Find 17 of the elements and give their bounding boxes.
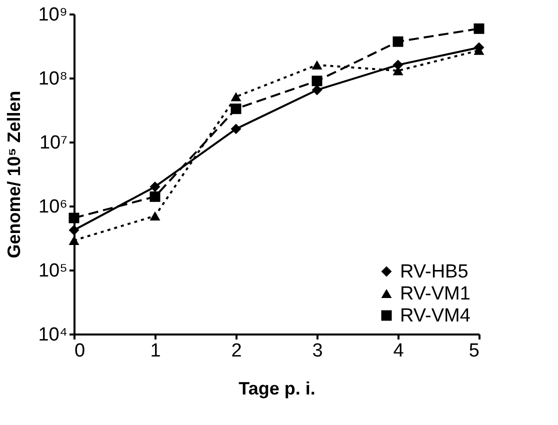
x-tick-label: 0: [74, 340, 86, 362]
legend-label: RV-VM4: [400, 306, 471, 326]
legend-label: RV-VM1: [400, 284, 470, 304]
y-tick-label: 10⁴: [38, 324, 68, 346]
x-tick-label: 2: [231, 340, 242, 362]
x-tick-label: 5: [468, 340, 480, 362]
legend-label: RV-HB5: [400, 262, 468, 282]
y-tick-label: 10⁵: [38, 260, 68, 282]
x-tick-label: 3: [312, 340, 323, 362]
x-tick-label: 4: [393, 340, 404, 362]
x-axis-title: Tage p. i.: [238, 378, 316, 398]
y-tick-label: 10⁸: [38, 68, 68, 90]
y-axis-title: Genome/ 10⁵ Zellen: [4, 90, 24, 258]
y-tick-label: 10⁷: [39, 132, 68, 154]
y-tick-label: 10⁹: [38, 4, 68, 26]
x-tick-label: 1: [150, 340, 161, 362]
y-tick-label: 10⁶: [38, 196, 68, 218]
